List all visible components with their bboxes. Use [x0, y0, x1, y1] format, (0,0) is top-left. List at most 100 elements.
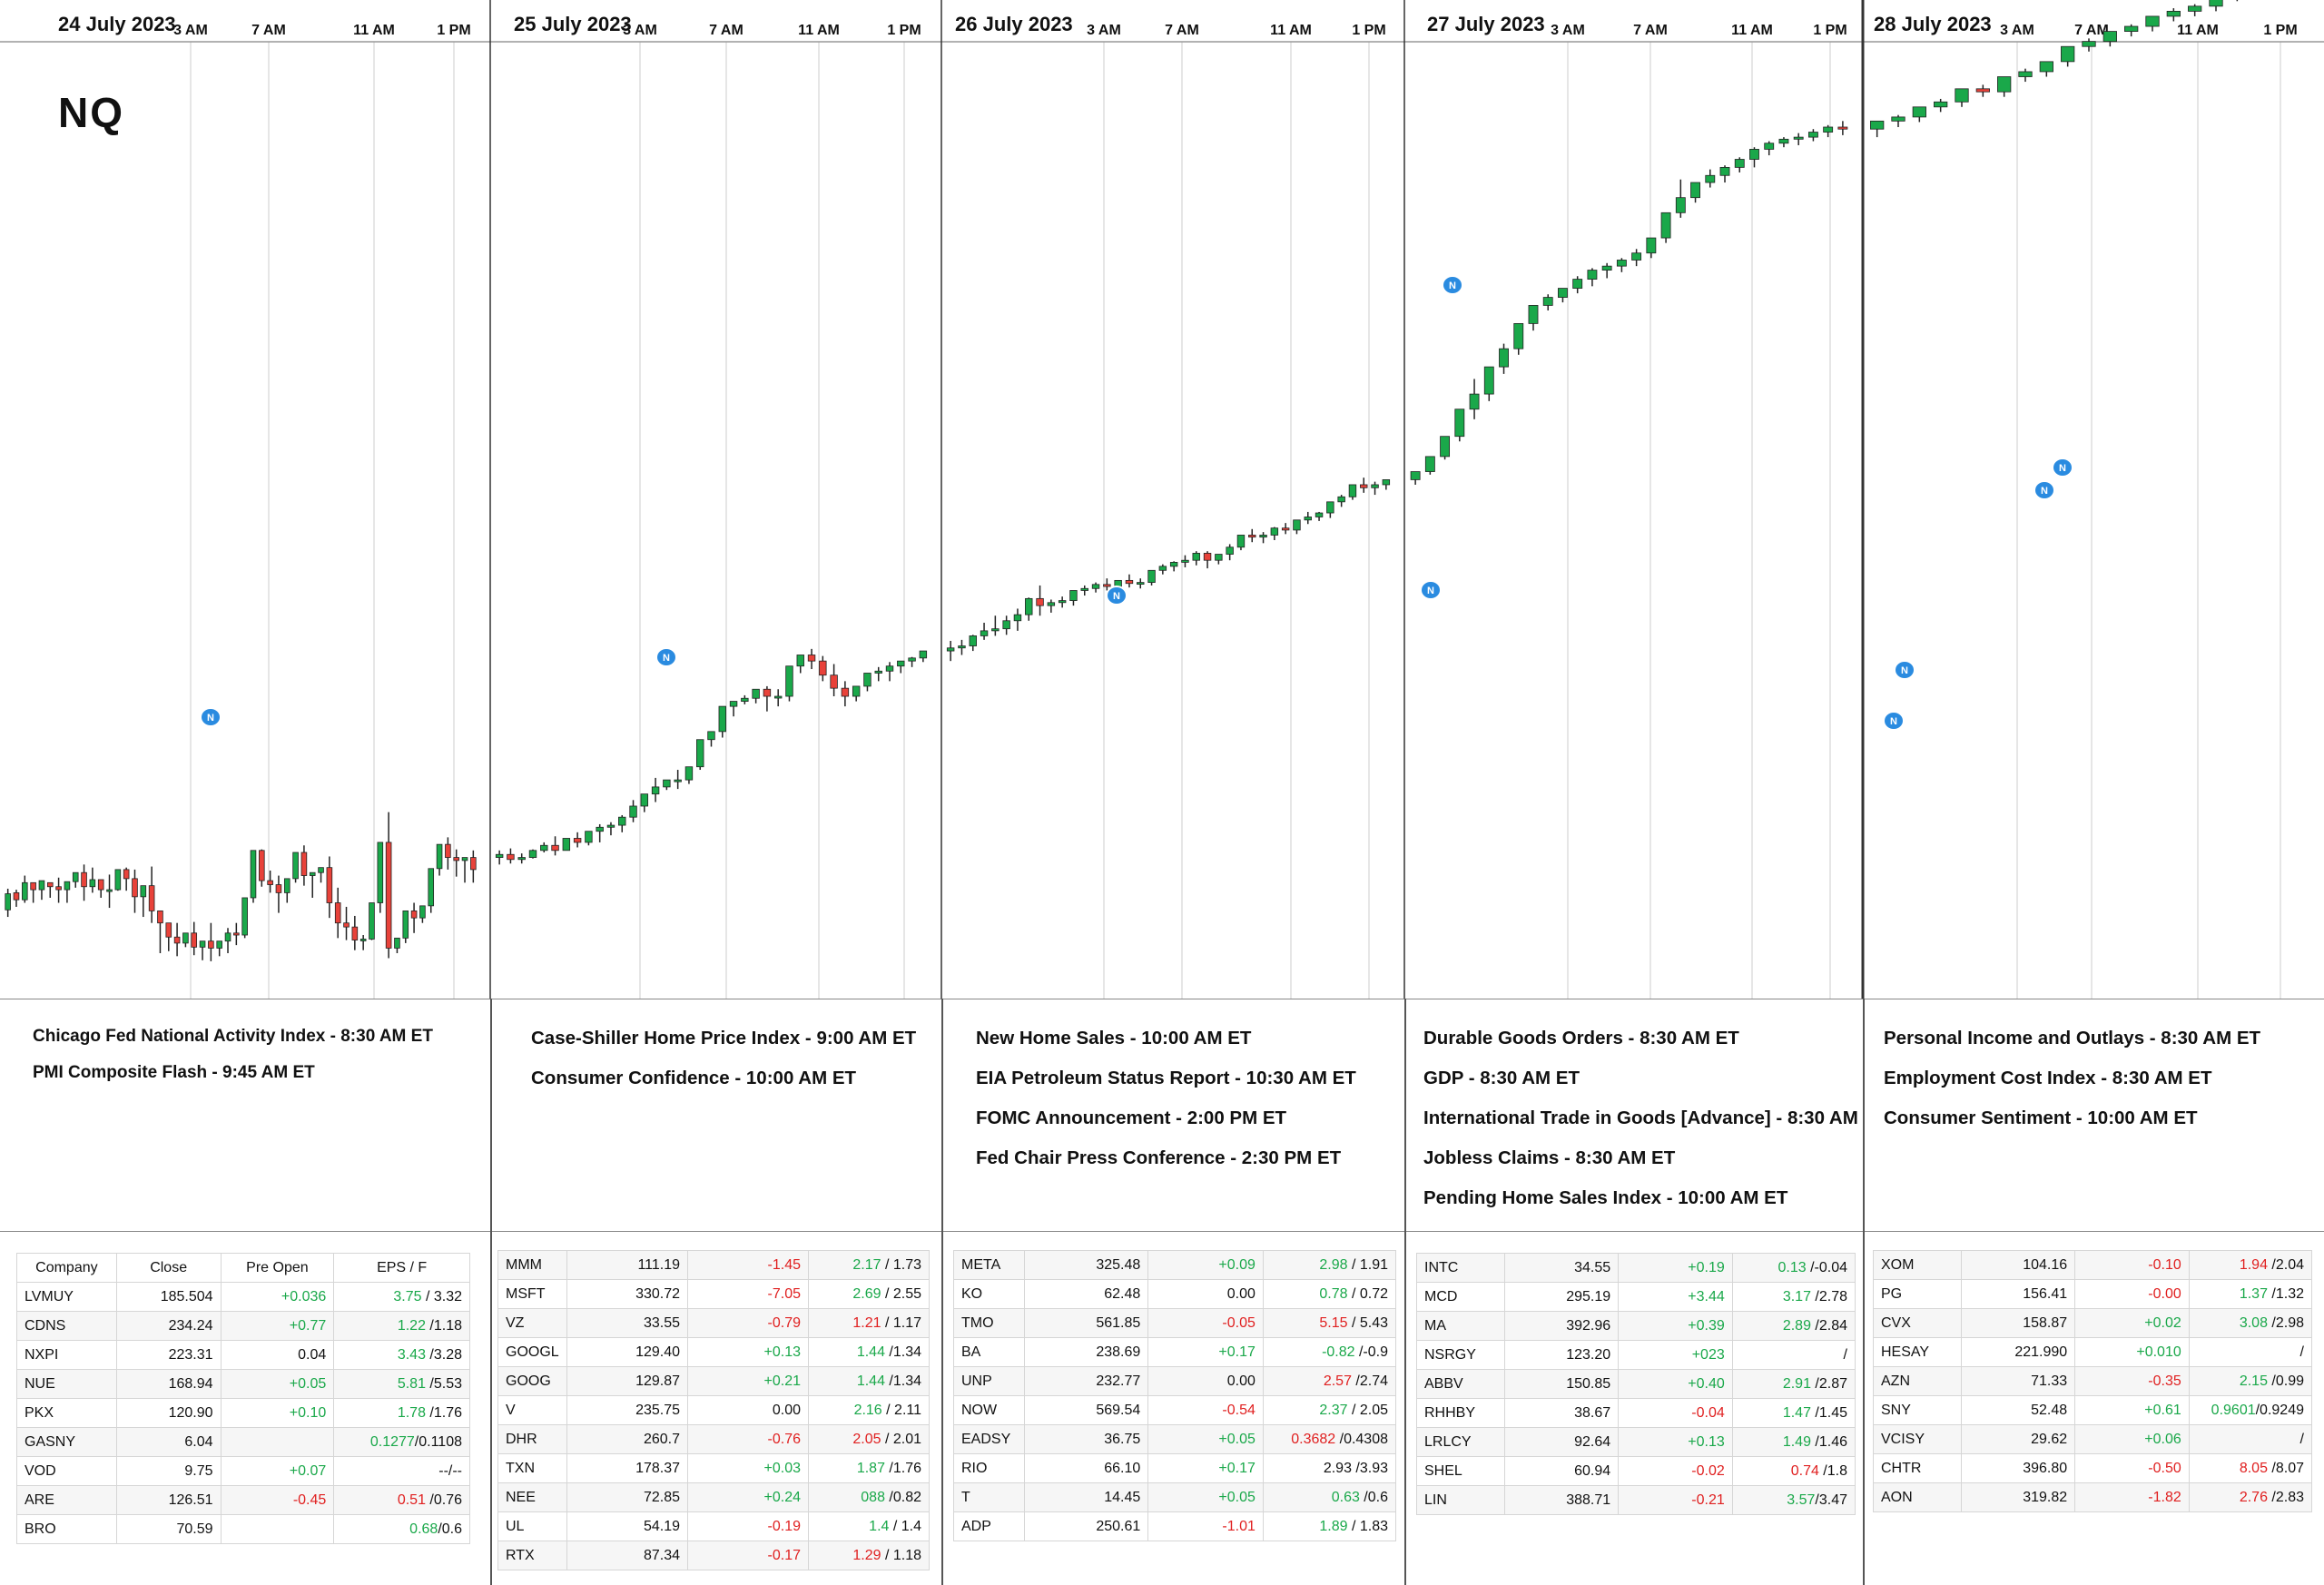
hour-label: 7 AM: [709, 23, 743, 38]
table-row: RTX 87.34 -0.17 1.29 / 1.18: [497, 1541, 930, 1570]
event-item: Consumer Confidence - 10:00 AM ET: [531, 1068, 857, 1088]
change-cell: -0.54: [1147, 1395, 1264, 1425]
eps-cell: 1.89 / 1.83: [1262, 1511, 1397, 1541]
change-cell: -0.45: [220, 1485, 335, 1515]
eps-actual: 2.15: [2239, 1373, 2268, 1389]
close-cell: 129.40: [566, 1337, 688, 1367]
candle-body-up: [1002, 620, 1010, 630]
candle-body-up: [991, 628, 1000, 632]
events-day-5: Personal Income and Outlays - 8:30 AM ET…: [1884, 999, 2260, 1230]
news-marker-dot: [1883, 711, 1905, 731]
eps-cell: 2.05 / 2.01: [808, 1424, 930, 1454]
candle-body-up: [359, 939, 367, 941]
table-row: LRLCY 92.64 +0.13 1.49 /1.46: [1416, 1427, 1856, 1457]
change-cell: +0.39: [1618, 1311, 1733, 1341]
table-row: V 235.75 0.00 2.16 / 2.11: [497, 1395, 930, 1425]
candle-body-up: [1270, 527, 1279, 536]
eps-actual: 1.78: [397, 1404, 426, 1421]
close-cell: 111.19: [566, 1250, 688, 1280]
change-cell: +0.10: [220, 1398, 335, 1428]
change-cell: 0.04: [220, 1340, 335, 1370]
close-cell: 260.7: [566, 1424, 688, 1454]
candle-body-down: [1103, 584, 1111, 587]
column-separator: [1863, 999, 1865, 1585]
candle-body-up: [402, 910, 409, 939]
candle-body-up: [2124, 25, 2139, 32]
ticker-cell: AZN: [1873, 1366, 1962, 1396]
candle-body-down: [334, 902, 341, 924]
news-marker: N: [1442, 275, 1463, 295]
candle-body-up: [1955, 88, 1969, 103]
close-cell: 62.48: [1023, 1279, 1149, 1309]
eps-actual: 2.69: [852, 1285, 881, 1302]
eps-forecast: /2.83: [2267, 1489, 2304, 1505]
change-cell: -0.35: [2074, 1366, 2190, 1396]
candle-body-up: [729, 701, 738, 707]
candle-body-up: [1348, 484, 1357, 497]
hour-label: 11 AM: [353, 23, 395, 38]
close-cell: 234.24: [115, 1311, 222, 1341]
event-item: Case-Shiller Home Price Index - 9:00 AM …: [531, 1028, 917, 1048]
news-marker: N: [1883, 711, 1905, 731]
news-marker-glyph: N: [2041, 486, 2048, 497]
candle-body-down: [470, 857, 477, 871]
eps-actual: 1.94: [2239, 1256, 2268, 1273]
ticker-cell: MSFT: [497, 1279, 567, 1309]
candle-body-up: [1528, 305, 1539, 324]
earnings-table: INTC 34.55 +0.19 0.13 /-0.04 MCD 295.19 +3.44 3…: [1416, 1253, 1856, 1515]
candle-body-up: [908, 657, 916, 662]
close-cell: 120.90: [115, 1398, 222, 1428]
candle-body-down: [1281, 527, 1290, 531]
candle-body-up: [1424, 456, 1435, 472]
close-cell: 71.33: [1960, 1366, 2076, 1396]
table-row: MA 392.96 +0.39 2.89 /2.84: [1416, 1311, 1856, 1341]
table-row: AON 319.82 -1.82 2.76 /2.83: [1873, 1482, 2313, 1512]
candle-body-up: [1382, 479, 1391, 486]
eps-actual: 1.37: [2239, 1285, 2268, 1302]
candle-body-up: [585, 831, 593, 843]
candle-body-down: [807, 655, 816, 662]
candle-body-up: [1326, 501, 1334, 514]
candle-body-up: [1371, 484, 1379, 488]
eps-forecast: /1.8: [1818, 1462, 1847, 1479]
eps-cell: 1.94 /2.04: [2188, 1250, 2313, 1280]
hour-label: 1 PM: [437, 23, 470, 38]
change-cell: -0.10: [2074, 1250, 2190, 1280]
candle-body-up: [2018, 71, 2033, 77]
eps-cell: 1.49 /1.46: [1731, 1427, 1856, 1457]
hour-label: 3 AM: [173, 23, 208, 38]
eps-cell: 2.57 /2.74: [1262, 1366, 1397, 1396]
candle-body-up: [741, 697, 749, 702]
close-cell: 561.85: [1023, 1308, 1149, 1338]
candle-body-up: [1823, 126, 1834, 133]
change-cell: +0.010: [2074, 1337, 2190, 1367]
news-marker-glyph: N: [1449, 281, 1456, 291]
candle-body-up: [1410, 471, 1421, 480]
candle-body-up: [1169, 562, 1178, 567]
eps-forecast: /1.34: [884, 1344, 921, 1360]
candle-body-up: [897, 660, 905, 667]
eps-forecast: / 0.72: [1347, 1285, 1388, 1302]
event-item: Chicago Fed National Activity Index - 8:…: [33, 1027, 433, 1046]
ticker-cell: UL: [497, 1511, 567, 1541]
table-row: BRO 70.59 0.68/0.6: [16, 1514, 470, 1544]
eps-actual: 5.15: [1319, 1314, 1348, 1331]
candle-body-up: [863, 673, 872, 687]
ticker-cell: MMM: [497, 1250, 567, 1280]
candle-body-up: [1778, 138, 1789, 144]
close-cell: 223.31: [115, 1340, 222, 1370]
ticker-cell: TXN: [497, 1453, 567, 1483]
ticker-cell: XOM: [1873, 1250, 1962, 1280]
hour-label: 1 PM: [1813, 23, 1846, 38]
hour-label: 1 PM: [1352, 23, 1385, 38]
ticker-cell: RHHBY: [1416, 1398, 1505, 1428]
eps-forecast: /0.9249: [2255, 1402, 2304, 1418]
eps-cell: 1.29 / 1.18: [808, 1541, 930, 1570]
eps-cell: -0.82 /-0.9: [1262, 1337, 1397, 1367]
eps-forecast: /: [2299, 1344, 2304, 1360]
hour-label: 3 AM: [1087, 23, 1121, 38]
eps-forecast: / 1.91: [1347, 1256, 1388, 1273]
candle-body-up: [773, 695, 783, 699]
close-cell: 232.77: [1023, 1366, 1149, 1396]
